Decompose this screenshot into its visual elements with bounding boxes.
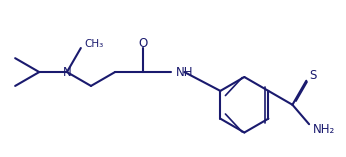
- Text: NH: NH: [175, 66, 193, 78]
- Text: S: S: [309, 69, 317, 82]
- Text: O: O: [138, 37, 147, 50]
- Text: CH₃: CH₃: [85, 39, 104, 49]
- Text: N: N: [63, 66, 71, 78]
- Text: NH₂: NH₂: [313, 123, 335, 136]
